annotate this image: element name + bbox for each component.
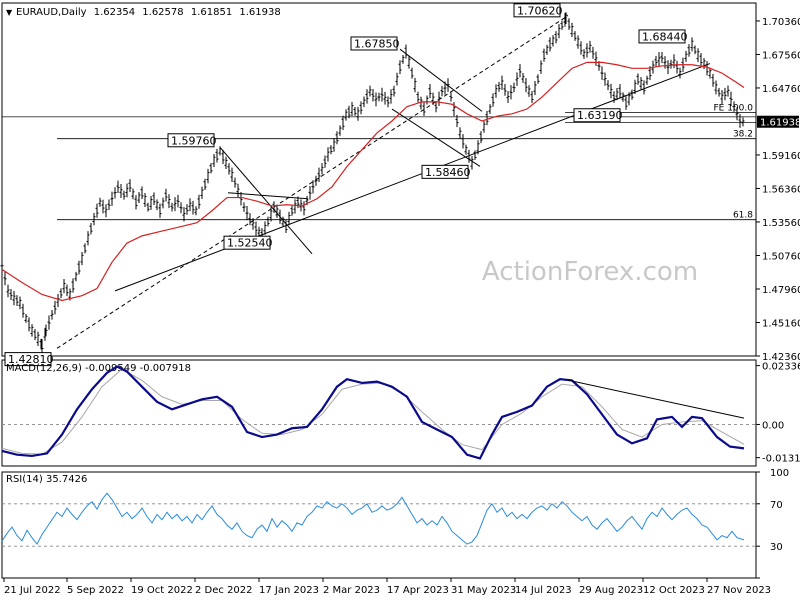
- macd-tick-label-0: 0.023366: [762, 362, 800, 373]
- macd-title: MACD(12,26,9) -0.009549 -0.007918: [6, 363, 191, 374]
- chart-timeframe: Daily: [61, 7, 86, 18]
- x-tick-label-2: 19 Oct 2022: [131, 585, 193, 596]
- panel-frame-1: [1, 359, 757, 467]
- chart-title-icon: ▼: [6, 8, 13, 17]
- trendline-0: [114, 63, 711, 292]
- x-tick-label-11: 27 Nov 2023: [707, 585, 771, 596]
- panel-frames: [1, 2, 757, 579]
- price-tick-label-6: 1.53560: [762, 218, 800, 229]
- price-label-box-6: [573, 108, 621, 123]
- rsi-tick-label-1: 70: [770, 500, 783, 511]
- current-price-label: 1.61938: [760, 118, 800, 129]
- macd-tick-label-1: 0.00: [762, 420, 784, 431]
- price-tick-label-10: 1.42360: [762, 352, 800, 363]
- x-tick-label-5: 2 Mar 2023: [323, 585, 380, 596]
- price-tick-label-0: 1.70360: [762, 17, 800, 28]
- price-label-7: 1.68440: [642, 30, 688, 43]
- price-label-box-7: [638, 29, 686, 44]
- price-label-6: 1.63190: [577, 109, 623, 122]
- price-label-box-4: [421, 164, 469, 179]
- ohlc-open: 1.62354: [94, 7, 135, 18]
- x-tick-label-10: 12 Oct 2023: [643, 585, 705, 596]
- ohlc-high: 1.62578: [142, 7, 183, 18]
- price-label-box-1: [223, 235, 271, 250]
- rsi-axis: 100 70 30: [756, 468, 789, 579]
- trendline-2: [219, 146, 313, 255]
- rsi-panel: [1, 492, 756, 547]
- price-label-box-3: [350, 36, 398, 51]
- price-tick-label-9: 1.45160: [762, 318, 800, 329]
- x-tick-label-7: 31 May 2023: [451, 585, 516, 596]
- price-label-5: 1.70620: [517, 4, 563, 17]
- price-label-4: 1.58460: [425, 166, 471, 179]
- price-label-box-0: [4, 352, 52, 367]
- trendline-3: [399, 48, 483, 112]
- ohlc-low: 1.61851: [191, 7, 232, 18]
- ohlc-close: 1.61938: [239, 7, 280, 18]
- price-label-1: 1.52540: [227, 237, 273, 250]
- macd-panel: [1, 365, 756, 460]
- level-label-0: FE 100.0: [714, 103, 754, 113]
- price-tick-label-5: 1.56360: [762, 184, 800, 195]
- rsi-title: RSI(14) 35.7426: [6, 474, 87, 485]
- x-tick-label-0: 21 Jul 2022: [4, 585, 61, 596]
- chart-symbol: EURAUD: [16, 7, 58, 18]
- price-tick-label-1: 1.67560: [762, 50, 800, 61]
- x-tick-label-3: 2 Dec 2022: [195, 585, 253, 596]
- current-price-box: [757, 115, 799, 128]
- x-tick-label-8: 14 Jul 2023: [515, 585, 572, 596]
- panel-frame-2: [1, 471, 757, 579]
- trendline-4: [391, 108, 481, 167]
- macd-trendline: [567, 379, 745, 419]
- price-label-2: 1.59760: [171, 134, 217, 147]
- price-tick-label-4: 1.59160: [762, 151, 800, 162]
- level-label-3: 61.8: [733, 211, 753, 221]
- macd-line: [1, 365, 745, 460]
- price-axis: 1.70360 1.67560 1.64760 1.61938 1.59160 1.563…: [756, 17, 800, 363]
- rsi-tick-label-0: 100: [770, 468, 789, 479]
- rsi-tick-label-2: 30: [770, 542, 783, 553]
- price-tick-label-8: 1.47960: [762, 285, 800, 296]
- rsi-line: [1, 492, 745, 545]
- x-tick-label-4: 17 Jan 2023: [259, 585, 319, 596]
- x-tick-label-1: 5 Sep 2022: [67, 585, 124, 596]
- svg-text:EURAUD,Daily 1.62354 1: EURAUD,Daily 1.62354 1.62578 1.61851 1.6…: [16, 7, 281, 18]
- price-tick-label-2: 1.64760: [762, 84, 800, 95]
- x-tick-label-6: 17 Apr 2023: [387, 585, 449, 596]
- watermark-text: ActionForex.com: [482, 257, 698, 287]
- x-tick-label-9: 29 Aug 2023: [579, 585, 643, 596]
- level-label-2: 38.2: [733, 130, 753, 140]
- price-label-0: 1.42810: [8, 353, 54, 366]
- price-label-3: 1.67850: [354, 37, 400, 50]
- x-axis: 21 Jul 2022 5 Sep 2022 19 Oct 2022 2 Dec 20…: [3, 578, 771, 596]
- price-panel: FE 100.0 38.2 61.8 1.42810 1.52540 1.59760 1.6…: [0, 3, 756, 367]
- macd-axis: 0.023366 0.00 -0.013186: [756, 362, 800, 465]
- moving-average-line: [1, 61, 745, 302]
- panel-frame-0: [1, 2, 757, 357]
- price-label-box-5: [513, 3, 561, 18]
- macd-tick-label-2: -0.013186: [762, 454, 800, 465]
- price-label-box-2: [167, 133, 215, 148]
- price-tick-label-7: 1.50760: [762, 251, 800, 262]
